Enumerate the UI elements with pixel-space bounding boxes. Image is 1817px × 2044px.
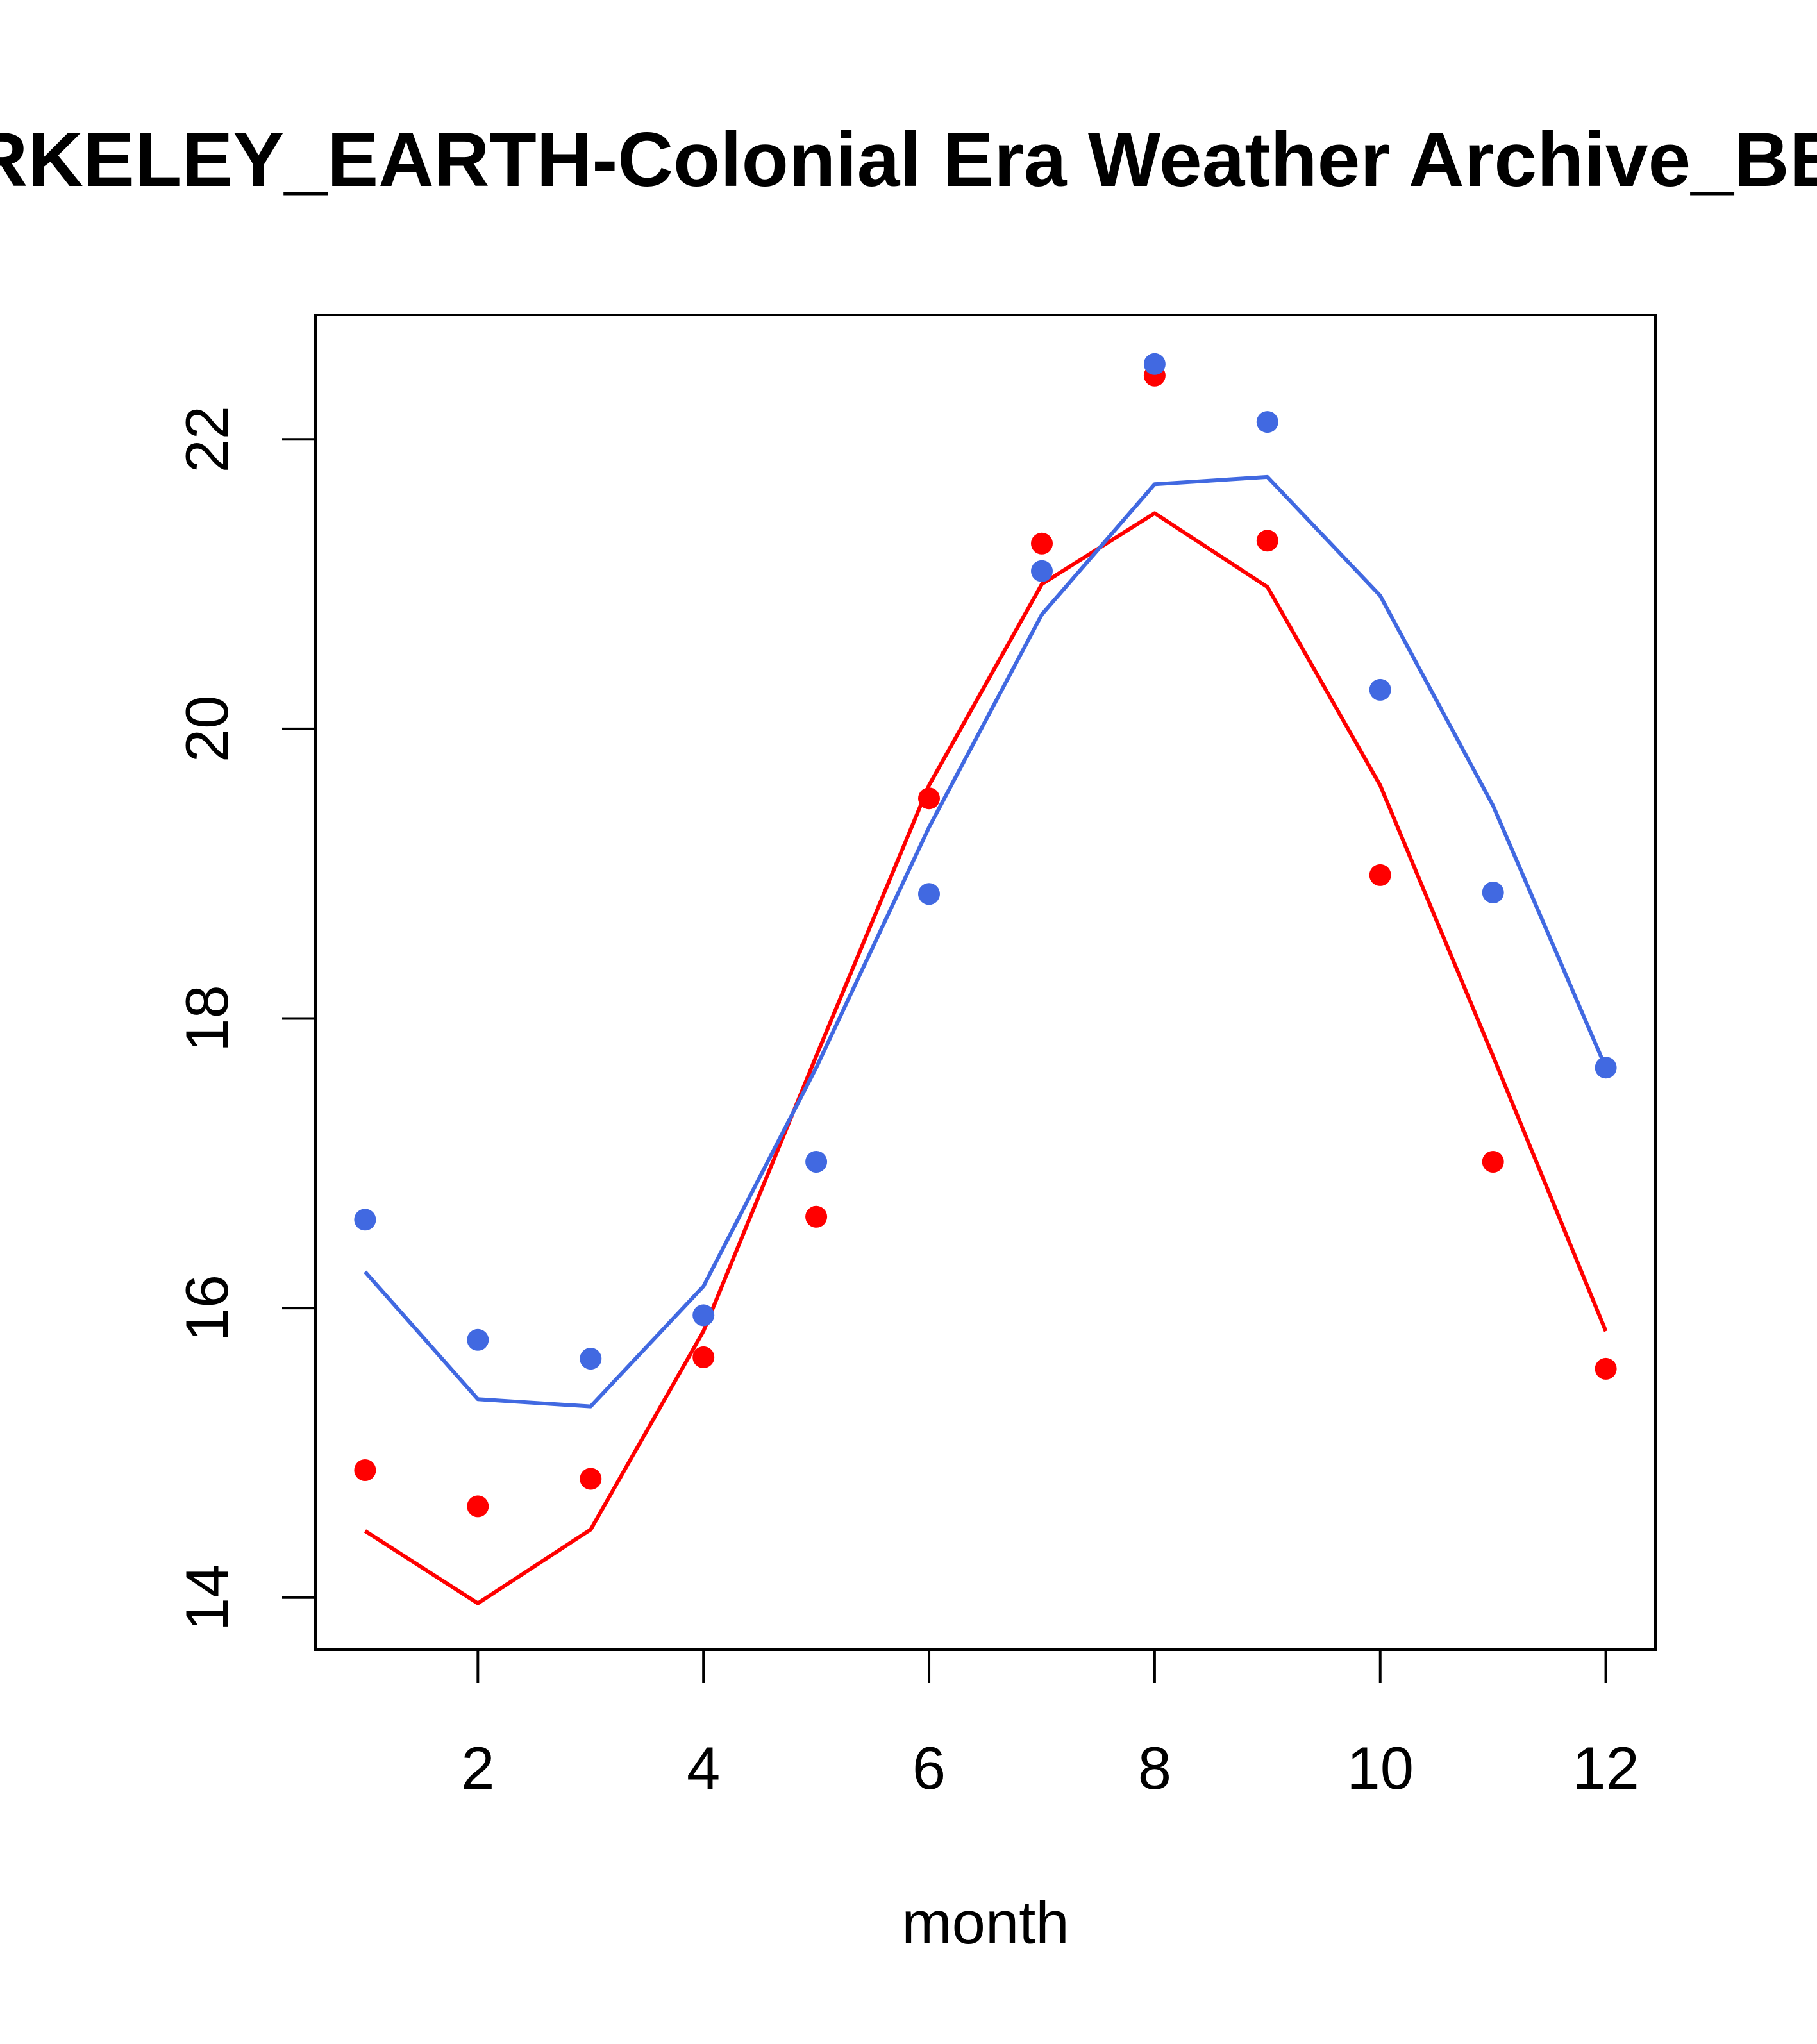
series-1-point <box>805 1205 828 1228</box>
series-1-point <box>1031 532 1053 555</box>
chart-title: BERKELEY_EARTH-Colonial Era Weather Arch… <box>0 117 1817 203</box>
series-1-point <box>1482 1151 1504 1173</box>
x-tick-label: 8 <box>1138 1734 1171 1802</box>
series-2-point <box>1369 678 1391 701</box>
x-axis: 2 4 6 8 10 12 <box>461 1650 1639 1802</box>
series-2 <box>354 353 1617 1409</box>
y-tick-label: 14 <box>173 1564 240 1631</box>
series-1-point <box>692 1346 715 1368</box>
series-2-line <box>364 474 1608 1409</box>
x-tick-label: 4 <box>687 1734 720 1802</box>
y-tick-label: 16 <box>173 1275 240 1342</box>
y-tick-label: 22 <box>173 406 240 473</box>
series-2-point <box>1143 353 1166 375</box>
series-1 <box>354 364 1617 1605</box>
series-2-point <box>692 1304 715 1327</box>
series-2-point <box>1482 882 1504 903</box>
series-2-point <box>1595 1057 1617 1079</box>
series-2-point <box>1256 411 1278 433</box>
series-2-point <box>805 1151 828 1173</box>
series-1-point <box>1369 864 1391 886</box>
x-tick-label: 2 <box>461 1734 494 1802</box>
y-axis: 14 16 18 20 22 <box>173 406 315 1631</box>
x-tick-label: 6 <box>912 1734 946 1802</box>
series-2-point <box>354 1209 376 1231</box>
x-tick-label: 10 <box>1346 1734 1414 1802</box>
series-1-point <box>354 1459 376 1481</box>
series-1-point <box>1595 1357 1617 1380</box>
series-1-point <box>1256 530 1278 552</box>
x-axis-label: month <box>901 1889 1069 1956</box>
series-1-point <box>467 1495 489 1518</box>
series-1-point <box>580 1468 602 1490</box>
series-2-point <box>580 1348 602 1370</box>
y-tick-label: 20 <box>173 696 240 763</box>
plot-frame <box>314 314 1657 1651</box>
series-2-point <box>467 1328 489 1351</box>
series-1-line <box>364 511 1608 1605</box>
series-2-point <box>918 883 940 905</box>
series-1-point <box>918 787 940 810</box>
y-tick-label: 18 <box>173 985 240 1052</box>
series-layer <box>354 353 1617 1605</box>
x-tick-label: 12 <box>1572 1734 1639 1802</box>
series-2-point <box>1031 560 1053 582</box>
